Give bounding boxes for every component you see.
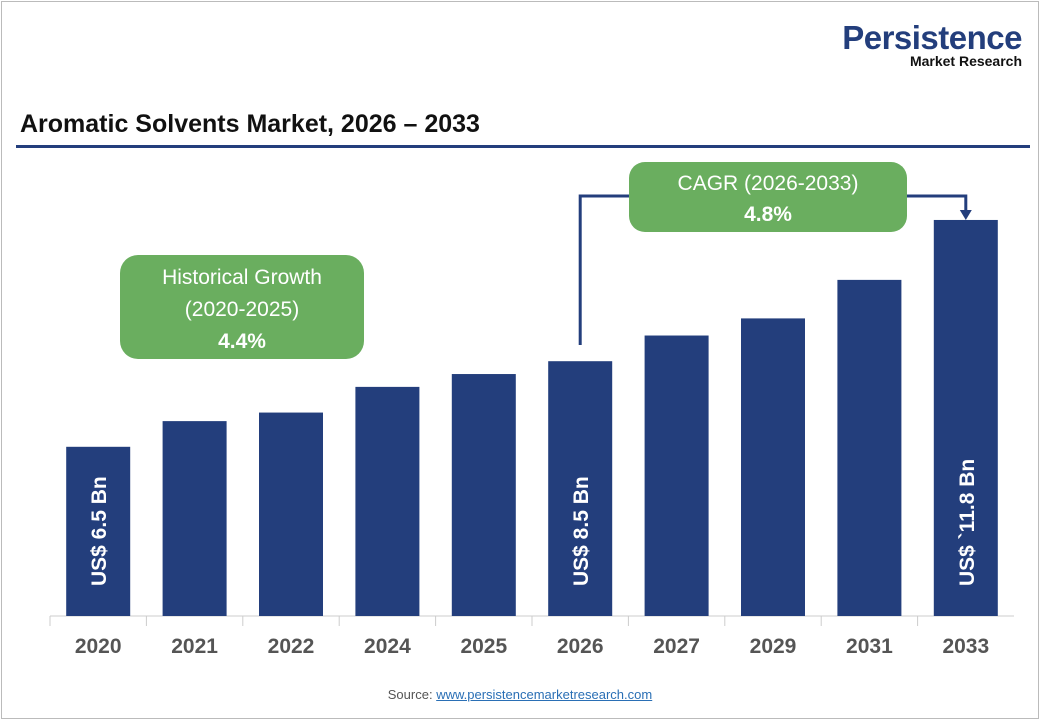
arrow-head-icon — [959, 210, 972, 220]
chart-title: Aromatic Solvents Market, 2026 – 2033 — [20, 110, 480, 138]
source-note: Source: www.persistencemarketresearch.co… — [0, 687, 1040, 702]
tick-label-2024: 2024 — [364, 635, 411, 658]
bar-2025 — [451, 374, 516, 616]
bar-label-2020: US$ 6.5 Bn — [88, 476, 111, 586]
bar-label-2033: US$ `11.8 Bn — [956, 459, 979, 586]
bar-2024 — [355, 386, 420, 616]
tick-label-2026: 2026 — [557, 635, 604, 658]
tick-label-2020: 2020 — [75, 635, 122, 658]
bar-2031 — [837, 279, 902, 616]
logo-line1: Persistence — [842, 19, 1022, 56]
tick-label-2025: 2025 — [460, 635, 507, 658]
bar-2021 — [162, 421, 227, 616]
bar-2022 — [259, 412, 323, 616]
bar-label-2026: US$ 8.5 Bn — [570, 476, 593, 586]
historical-growth-box — [120, 255, 364, 359]
tick-label-2022: 2022 — [268, 635, 315, 658]
title-divider — [16, 145, 1030, 148]
cagr-label: CAGR (2026-2033) — [678, 172, 859, 195]
historical-line2: (2020-2025) — [185, 298, 299, 321]
source-link[interactable]: www.persistencemarketresearch.com — [436, 687, 653, 702]
tick-label-2027: 2027 — [653, 635, 700, 658]
historical-value: 4.4% — [218, 330, 266, 353]
tick-label-2031: 2031 — [846, 635, 893, 658]
bar-2026 — [548, 361, 613, 616]
logo-line2: Market Research — [909, 53, 1022, 69]
cagr-box — [629, 162, 907, 232]
cagr-value: 4.8% — [744, 203, 792, 226]
bar-2027 — [644, 335, 709, 616]
bar-2020 — [66, 446, 131, 616]
tick-label-2033: 2033 — [942, 635, 989, 658]
source-label: Source: — [387, 687, 437, 702]
tick-label-2029: 2029 — [750, 635, 797, 658]
tick-label-2021: 2021 — [171, 635, 218, 658]
logo: Persistence Market Research — [842, 19, 1022, 69]
cagr-connector-left — [578, 194, 630, 345]
bar-2029 — [741, 318, 805, 616]
cagr-connector-right — [906, 194, 968, 212]
bar-2033 — [933, 219, 998, 616]
historical-line1: Historical Growth — [162, 266, 322, 289]
